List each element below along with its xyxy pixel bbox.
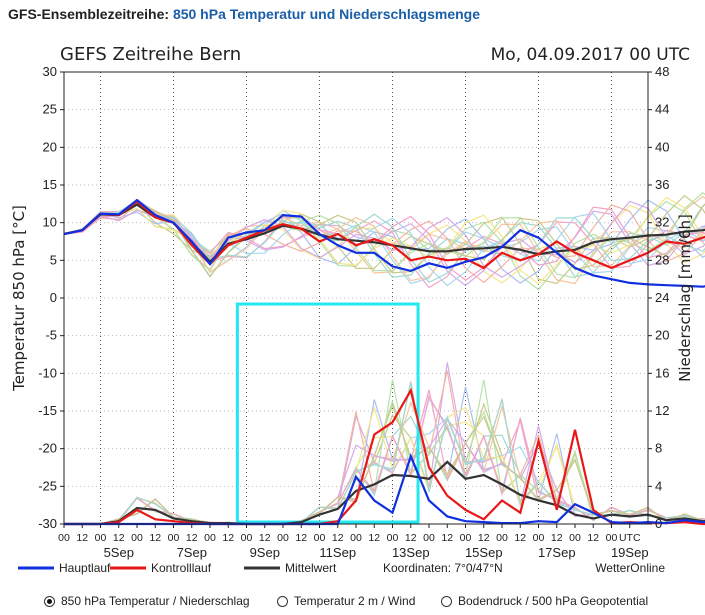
- hour-tick-label: 00: [314, 532, 326, 544]
- radio-indicator: [44, 595, 55, 607]
- hour-tick-label: 00: [460, 532, 472, 544]
- hour-tick-label: 00: [423, 532, 435, 544]
- grid-layer: [64, 72, 648, 524]
- day-label: 9Sep: [250, 545, 280, 560]
- day-label: 5Sep: [104, 545, 134, 560]
- ensemble-temperature-line: [63, 200, 705, 278]
- hour-tick-label: 00: [496, 532, 508, 544]
- legend-label: Hauptlauf: [59, 561, 111, 575]
- hour-tick-label: 12: [587, 532, 599, 544]
- left-tick-label: 0: [50, 290, 57, 305]
- hour-tick-label: 00: [168, 532, 180, 544]
- left-tick-label: 5: [50, 252, 57, 267]
- hour-tick-label: 00: [277, 532, 289, 544]
- hour-tick-label: 12: [478, 532, 490, 544]
- left-tick-label: 25: [43, 102, 57, 117]
- hour-tick-label: 00: [606, 532, 618, 544]
- axis-layer: [60, 71, 652, 528]
- hour-tick-label: 12: [76, 532, 88, 544]
- right-tick-label: 24: [655, 290, 669, 305]
- ensemble-temperature-line: [63, 200, 705, 278]
- radio-temperature-wind[interactable]: Temperatur 2 m / Wind: [277, 594, 415, 608]
- hour-tick-label: 12: [259, 532, 271, 544]
- brand-label: WetterOnline: [595, 561, 665, 575]
- hour-tick-label: 12: [332, 532, 344, 544]
- hour-tick-label: 00: [95, 532, 107, 544]
- hour-tick-label: 00: [569, 532, 581, 544]
- precip-series-mittelwert: [64, 460, 705, 526]
- hour-tick-label: 12: [222, 532, 234, 544]
- right-tick-label: 44: [655, 102, 669, 117]
- left-tick-label: 10: [43, 215, 57, 230]
- radio-pressure-geopotential[interactable]: Bodendruck / 500 hPa Geopotential: [441, 594, 648, 608]
- hour-tick-label: 00: [387, 532, 399, 544]
- right-tick-label: 48: [655, 64, 669, 79]
- day-label: 15Sep: [465, 545, 503, 560]
- left-tick-label: -30: [38, 516, 57, 531]
- hour-tick-label: 00: [58, 532, 70, 544]
- legend-label: Kontrolllauf: [151, 561, 212, 575]
- hour-tick-label: 12: [405, 532, 417, 544]
- chart-title: GEFS Zeitreihe Bern: [60, 44, 241, 65]
- right-tick-label: 36: [655, 177, 669, 192]
- right-tick-label: 28: [655, 252, 669, 267]
- left-tick-label: -10: [38, 365, 57, 380]
- hour-tick-label: 00: [241, 532, 253, 544]
- label-layer: 302520151050-5-10-15-20-25-3048444036322…: [10, 44, 694, 575]
- hour-tick-label: 12: [113, 532, 125, 544]
- left-tick-label: -20: [38, 441, 57, 456]
- hour-tick-label: 12: [551, 532, 563, 544]
- radio-indicator: [277, 595, 288, 607]
- hour-tick-label: 00: [533, 532, 545, 544]
- left-tick-label: 15: [43, 177, 57, 192]
- left-tick-label: 30: [43, 64, 57, 79]
- hour-tick-label: 12: [186, 532, 198, 544]
- coordinates-label: Koordinaten: 7°0/47°N: [383, 561, 503, 575]
- chart-date: Mo, 04.09.2017 00 UTC: [491, 45, 690, 65]
- right-tick-label: 32: [655, 215, 669, 230]
- right-tick-label: 0: [655, 516, 662, 531]
- left-tick-label: -25: [38, 478, 57, 493]
- hour-tick-label: 12: [295, 532, 307, 544]
- hour-tick-label: 00: [350, 532, 362, 544]
- left-tick-label: -15: [38, 403, 57, 418]
- temperature-series-hauptlauf: [63, 198, 705, 288]
- right-tick-label: 4: [655, 478, 662, 493]
- ensemble-temperature-line: [63, 203, 705, 282]
- day-label: 19Sep: [611, 545, 649, 560]
- page-heading: GFS-Ensemblezeitreihe: 850 hPa Temperatu…: [8, 6, 480, 22]
- hour-tick-label: 12: [514, 532, 526, 544]
- radio-temperature-precipitation[interactable]: 850 hPa Temperatur / Niederschlag: [44, 594, 250, 608]
- hour-tick-label: UTC: [619, 532, 641, 544]
- view-selector: 850 hPa Temperatur / Niederschlag Temper…: [0, 592, 705, 612]
- legend-label: Mittelwert: [285, 561, 337, 575]
- heading-lead: GFS-Ensemblezeitreihe:: [8, 6, 170, 22]
- ensemble-temperature-line: [63, 196, 705, 285]
- ensemble-chart: 302520151050-5-10-15-20-25-3048444036322…: [10, 44, 705, 575]
- hour-tick-label: 00: [204, 532, 216, 544]
- radio-indicator: [441, 595, 452, 607]
- right-tick-label: 8: [655, 441, 662, 456]
- left-tick-label: -5: [45, 328, 57, 343]
- hour-tick-label: 00: [131, 532, 143, 544]
- hour-tick-label: 12: [441, 532, 453, 544]
- radio-label: Temperatur 2 m / Wind: [294, 594, 416, 608]
- radio-label: 850 hPa Temperatur / Niederschlag: [61, 594, 250, 608]
- right-tick-label: 40: [655, 139, 669, 154]
- left-tick-label: 20: [43, 139, 57, 154]
- right-tick-label: 12: [655, 403, 669, 418]
- day-label: 17Sep: [538, 545, 576, 560]
- right-tick-label: 16: [655, 365, 669, 380]
- ensemble-temperature-line: [63, 202, 705, 289]
- hour-tick-label: 12: [149, 532, 161, 544]
- day-label: 11Sep: [319, 545, 356, 560]
- right-tick-label: 20: [655, 328, 669, 343]
- day-label: 13Sep: [392, 545, 430, 560]
- left-axis-label: Temperatur 850 hPa [°C]: [10, 205, 28, 392]
- heading-title: 850 hPa Temperatur und Niederschlagsmeng…: [172, 6, 481, 22]
- hour-tick-label: 12: [368, 532, 380, 544]
- day-label: 7Sep: [177, 545, 207, 560]
- right-axis-label: Niederschlag [mm/6h]: [676, 214, 694, 382]
- radio-label: Bodendruck / 500 hPa Geopotential: [458, 594, 649, 608]
